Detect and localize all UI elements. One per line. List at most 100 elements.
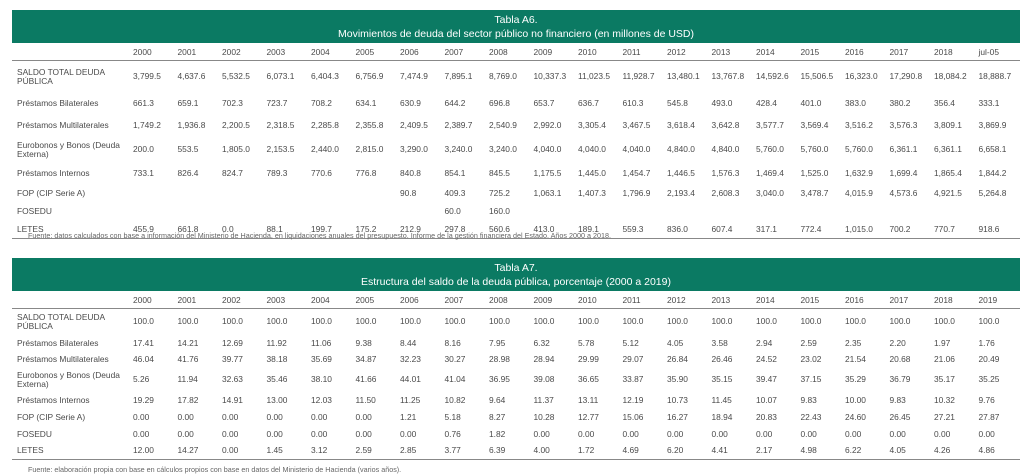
column-header: 2019 <box>975 291 1020 309</box>
header-row: 2000 2001 2002 2003 2004 2005 2006 2007 2008 2009… <box>12 291 1020 309</box>
table-row: SALDO TOTAL DEUDA PÚBLICA 3,799.5 4,637.6 5… <box>12 61 1020 93</box>
table-cell: 20.83 <box>756 411 777 422</box>
table-cell: 2,608.3 <box>711 188 740 198</box>
row-label: LETES <box>12 220 130 239</box>
table-cell: 789.3 <box>266 168 288 178</box>
table-cell: 100.0 <box>889 316 911 327</box>
header-cell-empty <box>12 291 130 309</box>
table-cell: 35.17 <box>934 374 955 384</box>
table-cell: 2.35 <box>845 337 862 348</box>
table-subtitle: Estructura del saldo de la deuda pública… <box>361 276 671 288</box>
table-cell: 18,084.2 <box>934 71 967 82</box>
table-cell: 14.21 <box>177 337 199 348</box>
table-cell: 5.12 <box>622 337 639 348</box>
table-cell: 8.27 <box>489 411 506 422</box>
table-cell: 0.00 <box>133 428 150 439</box>
table-cell: 100.0 <box>978 316 1000 327</box>
table-cell: 12.19 <box>622 394 644 405</box>
table-cell: 708.2 <box>311 98 332 108</box>
table-cell: 455.9 <box>130 220 175 239</box>
table-cell: 35.90 <box>667 374 688 384</box>
table-cell: 0.00 <box>222 428 239 439</box>
table-cell: 12.77 <box>578 411 599 422</box>
table-cell: 11.45 <box>711 394 732 405</box>
table-cell: 545.8 <box>667 98 688 108</box>
table-a6-source: Fuente: datos calculados con base a info… <box>28 231 611 240</box>
row-label: FOSEDU <box>17 206 52 216</box>
table-cell <box>620 203 665 221</box>
table-cell: 1.45 <box>263 442 308 460</box>
header-cell-empty <box>12 43 130 61</box>
table-cell <box>175 185 220 203</box>
table-cell: 854.1 <box>444 168 466 178</box>
table-cell: 35.29 <box>845 374 866 384</box>
column-header: 2005 <box>352 291 397 309</box>
table-cell: 28.94 <box>533 354 555 364</box>
table-cell: 3,809.1 <box>934 120 962 130</box>
table-cell: 0.00 <box>578 428 595 439</box>
table-cell: 2,285.8 <box>311 120 339 130</box>
table-cell: 317.1 <box>753 220 798 239</box>
table-cell: 16.27 <box>667 411 688 422</box>
table-cell: 90.8 <box>400 188 417 198</box>
table-cell <box>308 203 353 221</box>
table-cell: 840.8 <box>400 168 421 178</box>
table-cell: 661.3 <box>133 98 154 108</box>
table-cell: 2,409.5 <box>400 120 428 130</box>
table-cell: 100.0 <box>711 316 733 327</box>
table-cell: 20.49 <box>978 354 1000 364</box>
table-cell: 3,240.0 <box>489 144 517 154</box>
table-cell: 0.00 <box>889 428 906 439</box>
table-cell: 4.00 <box>530 442 575 460</box>
table-cell: 1.97 <box>934 337 951 348</box>
table-cell: 35.15 <box>711 374 733 384</box>
table-cell: 3,516.2 <box>845 120 873 130</box>
table-cell: 4.05 <box>886 442 931 460</box>
table-cell: 1,632.9 <box>845 168 873 178</box>
table-cell: 189.1 <box>575 220 620 239</box>
table-cell: 14.27 <box>174 442 219 460</box>
table-cell: 36.79 <box>889 374 911 384</box>
table-row: SALDO TOTAL DEUDA PÚBLICA 100.0 100.0 100.0… <box>12 309 1020 335</box>
table-cell: 4,840.0 <box>711 144 740 154</box>
table-cell: 100.0 <box>845 316 866 327</box>
table-cell: 4,637.6 <box>177 71 206 82</box>
table-cell: 0.00 <box>667 428 684 439</box>
column-header: 2015 <box>797 43 842 61</box>
column-header: 2013 <box>708 291 753 309</box>
table-cell: 2.17 <box>753 442 798 460</box>
table-cell: 383.0 <box>845 98 866 108</box>
table-cell: 0.00 <box>934 428 951 439</box>
table-cell: 493.0 <box>711 98 733 108</box>
table-cell: 88.1 <box>263 220 308 239</box>
table-cell: 723.7 <box>266 98 288 108</box>
table-cell: 6.20 <box>664 442 709 460</box>
row-label: SALDO TOTAL DEUDA PÚBLICA <box>17 66 105 86</box>
column-header: 2001 <box>174 43 219 61</box>
table-title: Tabla A7. <box>494 262 538 274</box>
table-cell: 0.00 <box>400 428 417 439</box>
column-header: 2014 <box>753 291 798 309</box>
table-cell: 2,992.0 <box>533 120 562 130</box>
column-header: 2000 <box>130 291 175 309</box>
table-cell: 2.85 <box>397 442 442 460</box>
table-cell: 7,474.9 <box>400 71 428 82</box>
table-cell: 11.25 <box>400 394 421 405</box>
column-header: 2014 <box>753 43 798 61</box>
table-cell: 1.72 <box>575 442 620 460</box>
table-row: FOSEDU 60.0 160.0 <box>12 203 1020 221</box>
table-cell: 1,805.0 <box>222 144 250 154</box>
table-cell: 22.43 <box>800 411 822 422</box>
column-header: 2012 <box>664 291 709 309</box>
table-cell: 16,323.0 <box>845 71 878 82</box>
table-row: Préstamos Bilaterales 661.3 659.1 702.3 723.… <box>12 93 1020 115</box>
column-header: 2001 <box>174 291 219 309</box>
table-cell <box>798 203 843 221</box>
table-cell: 12.69 <box>222 337 243 348</box>
table-cell: 8.16 <box>444 337 461 348</box>
table-cell: 19.29 <box>133 394 154 405</box>
table-cell: 35.46 <box>266 374 288 384</box>
table-cell: 2,318.5 <box>266 120 295 130</box>
table-cell: 212.9 <box>397 220 442 239</box>
table-cell: 1.76 <box>978 337 995 348</box>
